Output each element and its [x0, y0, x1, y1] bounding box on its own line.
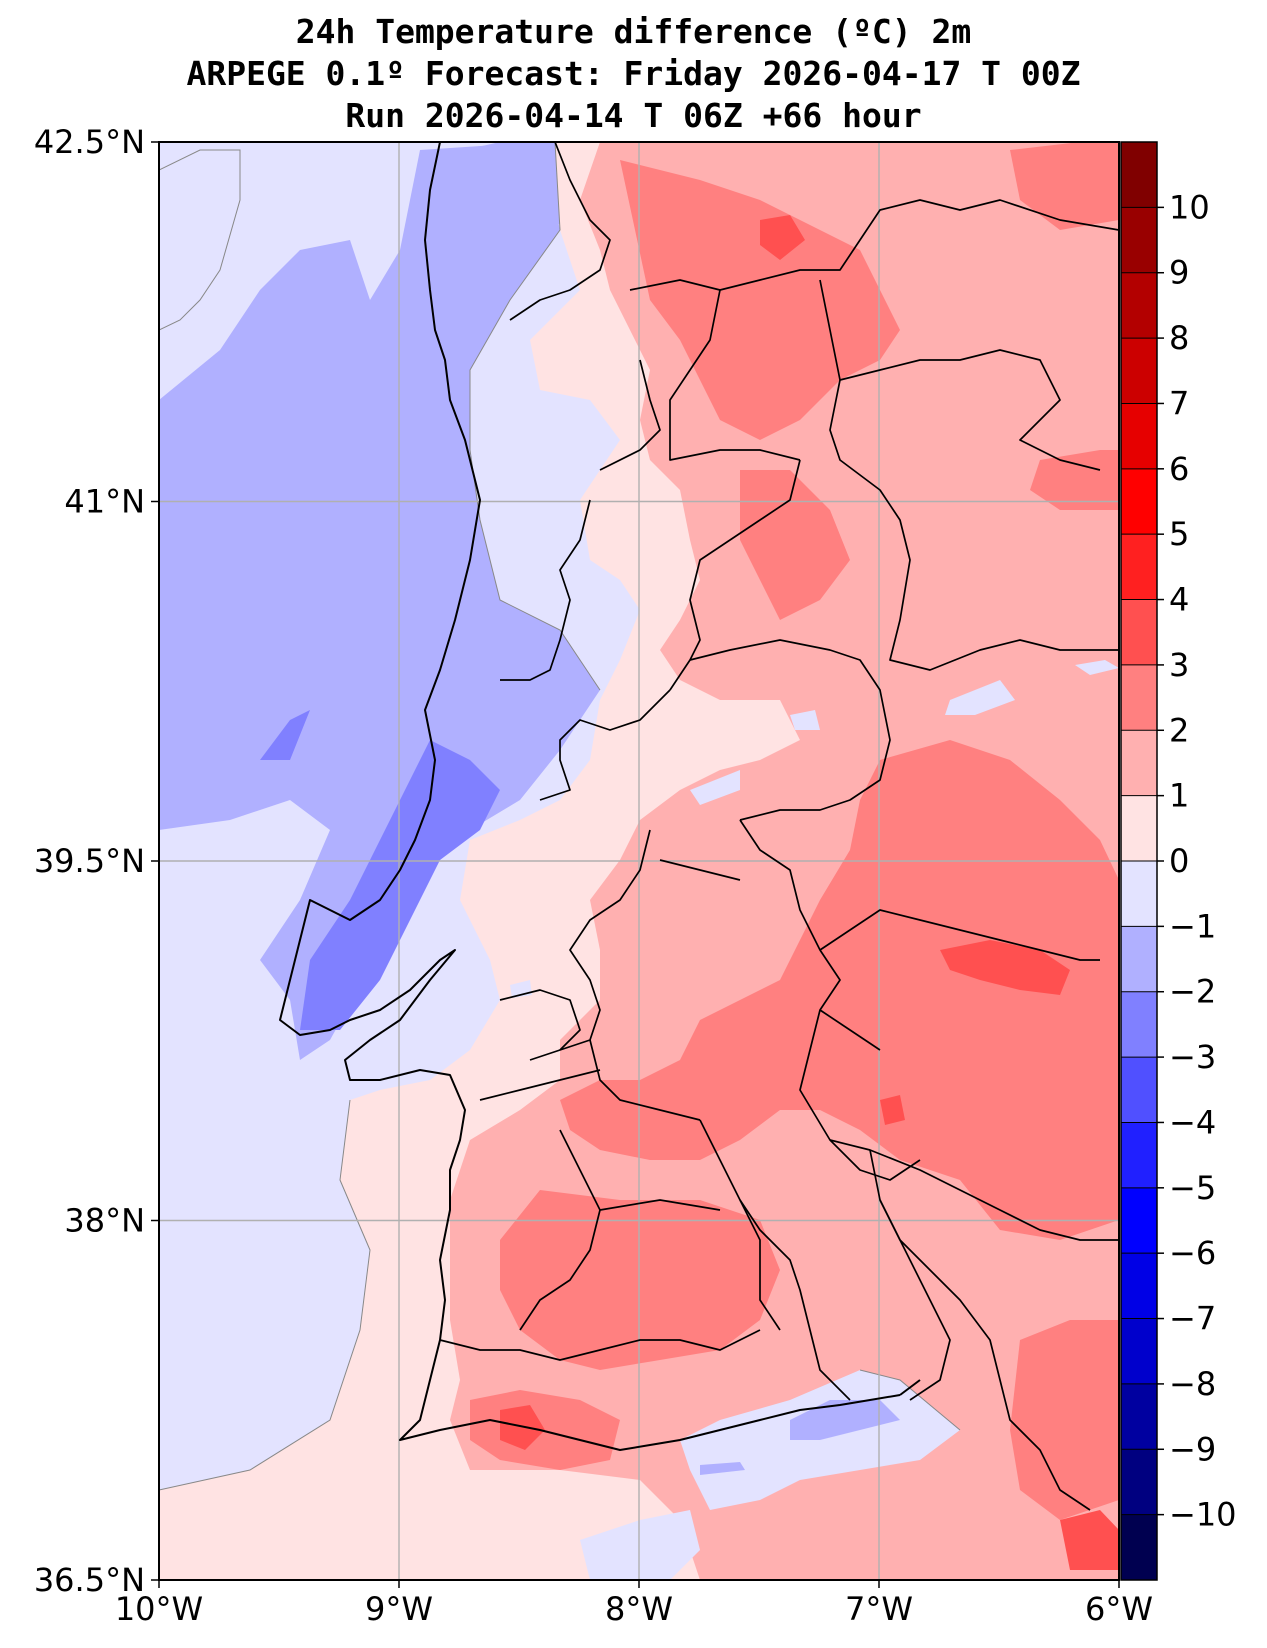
colorbar-swatch — [1121, 1383, 1157, 1450]
lon-ticks: 10°W 9°W 8°W 7°W 6°W — [115, 1580, 1153, 1628]
colorbar-tick-label: 9 — [1169, 254, 1189, 292]
colorbar-swatch — [1121, 730, 1157, 796]
colorbar-tick-label: 7 — [1169, 384, 1189, 422]
colorbar-swatch — [1121, 207, 1157, 273]
colorbar-tick-label: 2 — [1169, 711, 1189, 749]
lon-tick-label: 9°W — [365, 1590, 433, 1628]
lon-tick-label: 6°W — [1085, 1590, 1153, 1628]
colorbar-tick-label: 5 — [1169, 515, 1189, 553]
lon-tick-label: 8°W — [605, 1590, 673, 1628]
colorbar-swatch — [1121, 1057, 1157, 1123]
lat-ticks: 42.5°N 41°N 39.5°N 38°N 36.5°N — [34, 123, 159, 1599]
colorbar-swatch — [1121, 468, 1157, 535]
coastal-cold-patch — [700, 1400, 900, 1475]
colorbar-swatch — [1121, 664, 1157, 731]
colorbar-swatch — [1121, 1122, 1157, 1188]
colorbar-swatch — [1121, 795, 1157, 861]
title-line-3: Run 2026-04-14 T 06Z +66 hour — [345, 96, 922, 135]
colorbar-tick-label: −10 — [1169, 1496, 1237, 1534]
colorbar-tick-label: −3 — [1169, 1038, 1216, 1076]
colorbar-tick-label: 1 — [1169, 777, 1189, 815]
lat-tick-label: 41°N — [64, 483, 145, 521]
title-line-1: 24h Temperature difference (ºC) 2m — [295, 12, 972, 51]
colorbar-tick-label: 4 — [1169, 581, 1189, 619]
colorbar-tick-label: 8 — [1169, 319, 1189, 357]
colorbar-swatch — [1121, 534, 1157, 600]
colorbar-swatch — [1121, 403, 1157, 469]
colorbar-swatch — [1121, 599, 1157, 665]
land-cool-patches — [510, 660, 1119, 1580]
colorbar-tick-label: −7 — [1169, 1300, 1216, 1338]
title-line-2: ARPEGE 0.1º Forecast: Friday 2026-04-17 … — [186, 54, 1081, 93]
colorbar-tick-label: −6 — [1169, 1234, 1216, 1272]
map-area — [159, 142, 1119, 1580]
colorbar-swatch — [1121, 142, 1157, 208]
lat-tick-label: 39.5°N — [34, 842, 145, 880]
colorbar-tick-label: −9 — [1169, 1430, 1216, 1468]
lat-tick-label: 38°N — [64, 1202, 145, 1240]
colorbar-tick-label: −5 — [1169, 1169, 1216, 1207]
colorbar-tick-label: 3 — [1169, 646, 1189, 684]
offshore-colder-band — [260, 710, 500, 1030]
offshore-cool-band — [159, 142, 600, 1060]
colorbar-tick-label: −8 — [1169, 1365, 1216, 1403]
colorbar-swatch — [1121, 338, 1157, 404]
colorbar-swatch — [1121, 272, 1157, 339]
colorbar-tick-label: 0 — [1169, 842, 1189, 880]
contour-lines — [159, 142, 961, 1491]
colorbar-swatch — [1121, 1253, 1157, 1319]
colorbar-tick-label: −4 — [1169, 1103, 1216, 1141]
colorbar-swatch — [1121, 1514, 1157, 1580]
colorbar-swatch — [1121, 1449, 1157, 1515]
colorbar-tick-label: 10 — [1169, 188, 1210, 226]
admin-borders — [439, 142, 1119, 1511]
offshore-cool-patch — [420, 142, 580, 270]
colorbar-swatch — [1121, 1187, 1157, 1254]
lon-tick-label: 10°W — [115, 1590, 203, 1628]
colorbar-tick-label: 6 — [1169, 450, 1189, 488]
colorbar-swatch — [1121, 861, 1157, 927]
colorbar-tick-label: −2 — [1169, 973, 1216, 1011]
coastline — [279, 142, 921, 1451]
colorbar-tick-label: −1 — [1169, 907, 1216, 945]
lat-tick-label: 42.5°N — [34, 123, 145, 161]
land-warmer-band — [470, 142, 1119, 1520]
colorbar-swatch — [1121, 991, 1157, 1058]
lon-tick-label: 7°W — [845, 1590, 913, 1628]
colorbar-swatch — [1121, 1318, 1157, 1384]
lat-tick-label: 36.5°N — [34, 1561, 145, 1599]
colorbar-swatch — [1121, 926, 1157, 992]
